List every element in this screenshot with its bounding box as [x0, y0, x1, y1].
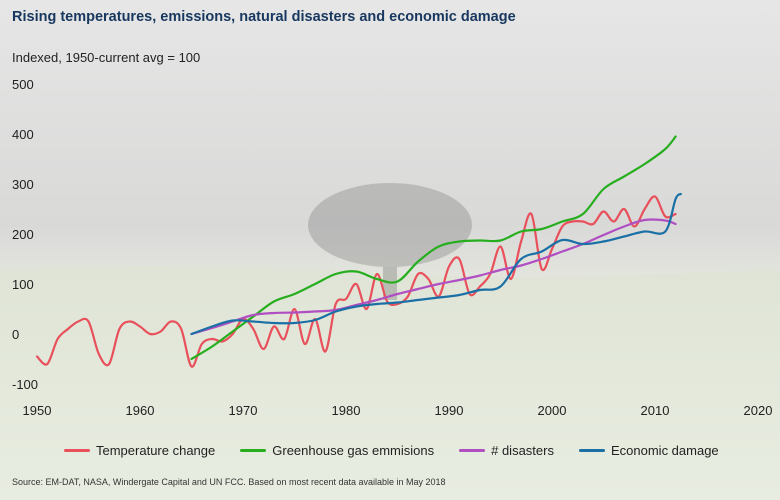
legend-label-greenhouse: Greenhouse gas emmisions: [272, 443, 435, 458]
y-tick-label-500: 500: [12, 77, 34, 92]
y-tick-label--100: -100: [12, 377, 38, 392]
legend-label-economic: Economic damage: [610, 443, 719, 458]
x-tick-label-1980: 1980: [332, 403, 361, 418]
x-tick-label-1970: 1970: [229, 403, 258, 418]
series-line-greenhouse-gas-emissions: [190, 135, 677, 361]
y-tick-label-300: 300: [12, 177, 34, 192]
legend-swatch-greenhouse: [240, 449, 267, 452]
x-tick-label-2000: 2000: [538, 403, 567, 418]
x-tick-label-1960: 1960: [126, 403, 155, 418]
legend-item-economic: Economic damage: [578, 443, 719, 458]
legend-swatch-economic: [578, 449, 605, 452]
y-tick-label-200: 200: [12, 227, 34, 242]
chart-subtitle: Indexed, 1950-current avg = 100: [12, 50, 201, 65]
source-note: Source: EM-DAT, NASA, Windergate Capital…: [12, 477, 446, 487]
x-tick-label-2010: 2010: [641, 403, 670, 418]
y-tick-label-100: 100: [12, 277, 34, 292]
x-tick-label-2020: 2020: [744, 403, 773, 418]
x-tick-label-1990: 1990: [435, 403, 464, 418]
series-line-economic-damage: [190, 192, 682, 336]
legend-item-disasters: # disasters: [459, 443, 554, 458]
series-line-temperature-change: [35, 195, 677, 368]
legend-label-disasters: # disasters: [491, 443, 554, 458]
chart-legend: Temperature change Greenhouse gas emmisi…: [64, 443, 764, 458]
legend-item-greenhouse: Greenhouse gas emmisions: [240, 443, 434, 458]
chart-title: Rising temperatures, emissions, natural …: [12, 9, 516, 25]
y-tick-label-400: 400: [12, 127, 34, 142]
y-tick-label-0: 0: [12, 327, 19, 342]
legend-swatch-temperature: [64, 449, 90, 452]
tree-silhouette: [308, 183, 472, 300]
legend-label-temperature: Temperature change: [96, 443, 216, 458]
x-tick-label-1950: 1950: [23, 403, 52, 418]
legend-item-temperature: Temperature change: [64, 443, 215, 458]
series-line-disasters: [190, 218, 677, 336]
legend-swatch-disasters: [459, 449, 486, 452]
